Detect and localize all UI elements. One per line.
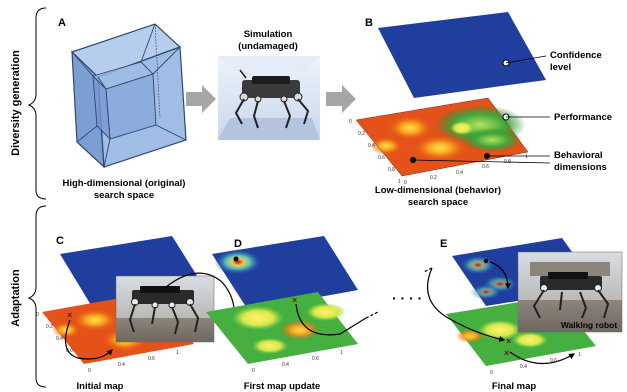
ticks-b-left: 0 0.2 0.4 0.6 0.8 1 bbox=[349, 119, 401, 185]
hd-space-subtitle: search space bbox=[94, 190, 154, 201]
panel-letter-a: A bbox=[58, 17, 66, 29]
tick-label: 0.2 bbox=[430, 175, 437, 181]
tick-label: 0.4 bbox=[118, 362, 125, 368]
performance-label: Performance bbox=[554, 112, 612, 123]
confidence-plane bbox=[378, 12, 546, 98]
tick-label: 0 bbox=[88, 368, 91, 374]
ellipsis: · · · · bbox=[392, 290, 422, 306]
simulation-image bbox=[218, 56, 320, 140]
confidence-label-2: level bbox=[550, 62, 571, 73]
trial-marker-e1: × bbox=[506, 336, 511, 346]
tick-label: 0.6 bbox=[378, 155, 385, 161]
test-point-d bbox=[233, 256, 239, 262]
hd-space-title: High-dimensional (original) bbox=[63, 178, 186, 189]
panel-letter-d: D bbox=[234, 238, 242, 250]
uncertainty-spot-d bbox=[214, 249, 262, 275]
tick-label: 0.4 bbox=[368, 143, 375, 149]
arrow-e-to-robot bbox=[509, 351, 576, 365]
confidence-label: Confidence bbox=[550, 50, 602, 61]
arrow-e-dashed bbox=[423, 267, 433, 273]
tick-label: 0 bbox=[404, 180, 407, 186]
first-update-caption: First map update bbox=[244, 381, 321, 392]
trial-marker-c: × bbox=[67, 310, 72, 320]
initial-map-caption: Initial map bbox=[77, 381, 124, 392]
tick-label: 0.6 bbox=[66, 348, 73, 354]
ld-space-title: Low-dimensional (behavior) bbox=[375, 185, 501, 196]
tick-label: 0.4 bbox=[282, 362, 289, 368]
diversity-brace bbox=[27, 7, 47, 200]
tick-label: 0.6 bbox=[148, 356, 155, 362]
test-point-e bbox=[483, 258, 489, 264]
ticks-d: 0 0.4 0.6 1 bbox=[252, 350, 343, 374]
tick-label: 0 bbox=[349, 119, 352, 125]
panel-letter-e: E bbox=[440, 238, 447, 250]
ld-space-subtitle: search space bbox=[408, 197, 468, 208]
tick-label: 0.4 bbox=[456, 170, 463, 176]
trial-marker-d: × bbox=[292, 295, 297, 305]
panel-letter-b: B bbox=[365, 17, 373, 29]
tick-label: 0.2 bbox=[358, 131, 365, 137]
tick-label: 0.4 bbox=[520, 364, 527, 370]
arrow-d-dashed bbox=[365, 311, 379, 319]
tick-label: 0.4 bbox=[56, 336, 63, 342]
hypercube-illustration bbox=[70, 23, 187, 169]
tick-label: 0.8 bbox=[388, 167, 395, 173]
ticks-c: 0 0.2 0.4 0.6 0 0.4 0.6 1 bbox=[36, 312, 179, 374]
tick-label: 1 bbox=[340, 350, 343, 356]
walking-robot-label: Walking robot bbox=[561, 320, 618, 330]
diversity-generation-label: Diversity generation bbox=[10, 50, 22, 156]
callout-behavioral bbox=[410, 153, 551, 164]
arrow-e-entry bbox=[426, 267, 506, 342]
ticks-e: 0 0.4 0.6 1 bbox=[490, 352, 581, 376]
arrow-e-down bbox=[489, 261, 511, 290]
tick-label: 1 bbox=[525, 154, 528, 160]
simulation-subtitle: (undamaged) bbox=[238, 41, 298, 52]
tick-label: 1 bbox=[176, 350, 179, 356]
behavioral-label-2: dimensions bbox=[554, 162, 607, 173]
final-map-caption: Final map bbox=[492, 381, 537, 392]
adaptation-brace bbox=[27, 205, 47, 388]
trial-marker-e2: × bbox=[504, 348, 509, 358]
arrow-c-loop bbox=[64, 319, 113, 360]
tick-label: 0 bbox=[252, 368, 255, 374]
tick-label: 1 bbox=[398, 179, 401, 185]
tick-label: 0 bbox=[490, 370, 493, 376]
tick-label: 0.6 bbox=[550, 358, 557, 364]
callout-performance bbox=[502, 113, 550, 121]
panel-letter-c: C bbox=[56, 235, 64, 247]
behavioral-label: Behavioral bbox=[554, 150, 603, 161]
tick-label: 0 bbox=[36, 312, 39, 318]
callout-confidence bbox=[502, 55, 547, 67]
simulation-title: Simulation bbox=[244, 29, 293, 40]
arrow-c-to-d bbox=[165, 272, 238, 320]
walking-robot-photo bbox=[517, 251, 623, 333]
adaptation-label: Adaptation bbox=[10, 269, 22, 327]
tick-label: 1 bbox=[578, 352, 581, 358]
arrow-d-path bbox=[295, 303, 367, 336]
arrow-to-map bbox=[326, 85, 356, 113]
heatmap-d bbox=[206, 292, 358, 364]
arrow-to-simulation bbox=[186, 85, 216, 113]
performance-heatmap-b bbox=[355, 97, 529, 177]
damaged-robot-photo bbox=[115, 275, 215, 343]
tick-label: 0.6 bbox=[312, 356, 319, 362]
tick-label: 0.6 bbox=[482, 164, 489, 170]
tick-label: 0.2 bbox=[46, 324, 53, 330]
